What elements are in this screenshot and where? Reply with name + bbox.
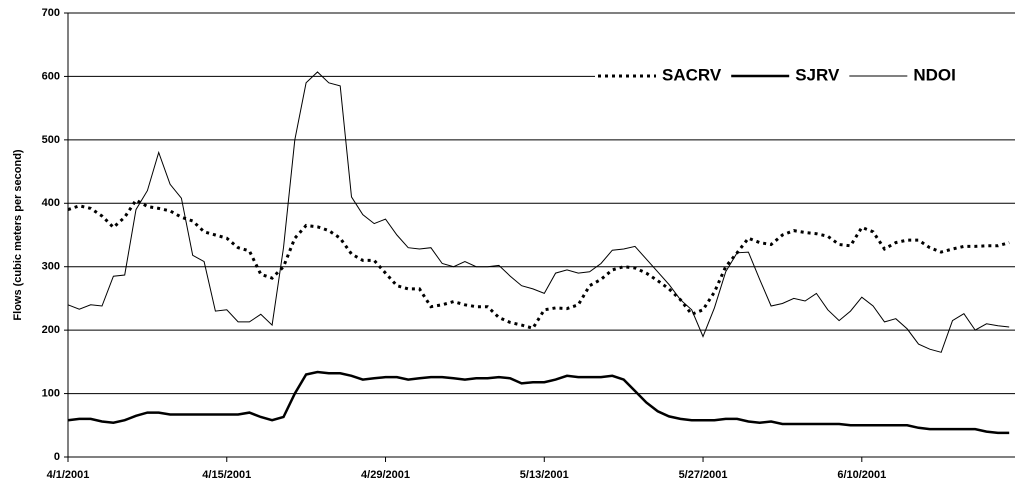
legend-box (595, 62, 1015, 90)
series-line (67, 71, 1010, 353)
legend-label: SACRV (662, 65, 722, 84)
x-tick-label: 5/27/2001 (679, 469, 728, 481)
y-axis-label: Flows (cubic meters per second) (12, 149, 24, 320)
legend-label: NDOI (913, 65, 956, 84)
y-tick-label: 600 (42, 70, 60, 82)
y-tick-label: 100 (42, 387, 60, 399)
y-tick-label: 500 (42, 134, 60, 146)
y-tick-label: 400 (42, 197, 60, 209)
y-tick-label: 700 (42, 7, 60, 19)
x-tick-label: 5/13/2001 (520, 469, 569, 481)
y-tick-label: 200 (42, 324, 60, 336)
legend-label: SJRV (795, 65, 840, 84)
y-tick-label: 0 (54, 451, 60, 463)
x-tick-label: 4/15/2001 (202, 469, 251, 481)
series-line (67, 198, 1010, 330)
y-tick-label: 300 (42, 261, 60, 273)
x-tick-label: 4/29/2001 (361, 469, 410, 481)
x-tick-label: 4/1/2001 (47, 469, 90, 481)
series-line (67, 370, 1010, 435)
x-tick-label: 6/10/2001 (837, 469, 886, 481)
